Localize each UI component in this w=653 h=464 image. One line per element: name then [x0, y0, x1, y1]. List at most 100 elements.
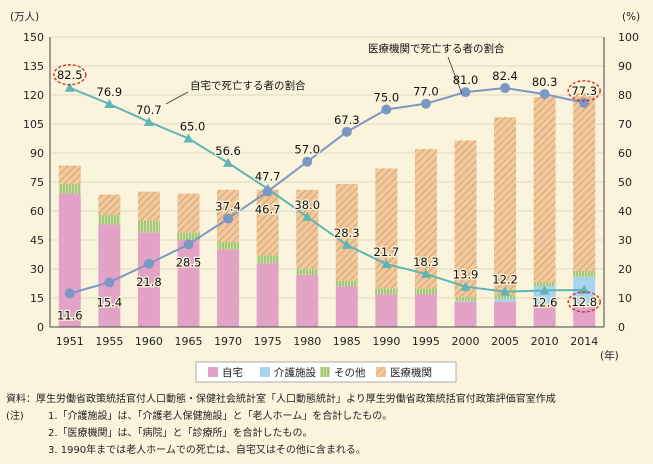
note-1: (注) 1.「介護施設」は、「介護老人保健施設」と「老人ホーム」を合計したもの。 — [6, 410, 392, 423]
home-ratio-label: 56.6 — [215, 144, 241, 158]
home-ratio-marker — [460, 281, 471, 291]
left-tick-label: 105 — [23, 118, 44, 131]
left-tick-label: 135 — [23, 60, 44, 73]
bar-segment-other — [454, 297, 477, 301]
left-tick-label: 45 — [30, 234, 44, 247]
bar-segment-home — [98, 224, 121, 327]
hospital-ratio-marker — [183, 239, 194, 250]
home-ratio-marker — [104, 98, 115, 108]
left-tick-label: 120 — [23, 89, 44, 102]
source-note: 資料：厚生労働省政策統括官付人口動態・保健社会統計室「人口動態統計」より厚生労働… — [6, 393, 556, 406]
hospital-ratio-label: 82.4 — [492, 69, 518, 83]
bar-segment-other — [256, 255, 279, 264]
bar-segment-home — [414, 294, 437, 327]
bar-segment-care — [454, 300, 477, 302]
bar-segment-home — [533, 303, 556, 327]
left-tick-label: 150 — [23, 31, 44, 44]
x-tick-label: 1951 — [56, 335, 84, 348]
bar-segment-medical — [137, 191, 160, 221]
home-ratio-label: 28.3 — [334, 226, 360, 240]
home-ratio-label: 76.9 — [97, 85, 123, 99]
home-ratio-callout — [165, 91, 189, 105]
x-tick-label: 1960 — [135, 335, 163, 348]
bar-segment-home — [177, 240, 200, 327]
x-tick-label: 2005 — [491, 335, 519, 348]
hospital-ratio-marker — [539, 89, 550, 100]
right-tick-label: 0 — [618, 321, 625, 334]
home-ratio-marker — [143, 116, 154, 126]
hospital-ratio-label: 75.0 — [374, 91, 400, 105]
bar-segment-other — [58, 183, 81, 194]
hospital-ratio-label: 21.8 — [136, 275, 162, 289]
bar-segment-medical — [414, 149, 437, 289]
left-tick-label: 30 — [30, 263, 44, 276]
home-ratio-label: 47.7 — [255, 170, 281, 184]
bar-segment-care — [494, 298, 517, 302]
home-ratio-marker — [539, 285, 550, 295]
x-tick-label: 1970 — [214, 335, 242, 348]
hospital-ratio-marker — [223, 213, 234, 224]
bar-segment-medical — [454, 140, 477, 298]
bar-segment-home — [494, 301, 517, 327]
legend-swatch — [320, 367, 330, 377]
axes: 0 15 30 45 60 75 90 105 120 135 150 0 10 20 30 40 50 60 70… — [10, 11, 640, 362]
source-text: 厚生労働省政策統括官付人口動態・保健社会統計室「人口動態統計」より厚生労働省政策… — [36, 394, 556, 405]
x-tick-label: 1995 — [412, 335, 440, 348]
right-tick-label: 100 — [618, 31, 639, 44]
home-ratio-marker — [381, 259, 392, 269]
left-tick-label: 15 — [30, 292, 44, 305]
hospital-ratio-marker — [500, 83, 511, 94]
bar-segment-other — [494, 295, 517, 299]
hospital-ratio-callout — [447, 56, 463, 95]
bar-segment-home — [573, 303, 596, 327]
hospital-ratio-series-label: 医療機関で死亡する者の割合 — [368, 42, 505, 55]
bar-segment-home — [256, 263, 279, 327]
bar-segment-home — [137, 232, 160, 327]
home-ratio-label: 82.5 — [57, 68, 83, 82]
bar-segment-medical — [494, 117, 517, 296]
stacked-bars — [58, 93, 596, 327]
home-ratio-marker — [302, 211, 313, 221]
hospital-ratio-marker — [302, 156, 313, 167]
bar-segment-home — [375, 294, 398, 327]
hospital-ratio-marker — [341, 126, 352, 137]
bar-segment-other — [375, 288, 398, 295]
right-tick-label: 70 — [618, 118, 632, 131]
right-axis-unit: (%) — [622, 11, 640, 23]
home-ratio-label: 12.2 — [492, 273, 518, 287]
right-tick-label: 60 — [618, 147, 632, 160]
hospital-ratio-label: 77.3 — [571, 84, 597, 98]
left-tick-label: 75 — [30, 176, 44, 189]
bar-segment-home — [454, 301, 477, 327]
home-ratio-marker — [183, 133, 194, 143]
bar-segment-medical — [573, 93, 596, 271]
bar-segment-medical — [375, 168, 398, 289]
hospital-ratio-label: 11.6 — [57, 308, 83, 322]
hospital-ratio-label: 81.0 — [453, 73, 479, 87]
bar-segment-other — [296, 269, 319, 275]
hospital-ratio-marker — [143, 258, 154, 269]
home-ratio-marker — [341, 239, 352, 249]
home-ratio-label: 12.6 — [532, 295, 558, 309]
x-tick-label: 2000 — [452, 335, 480, 348]
bar-segment-medical — [296, 189, 319, 269]
home-ratio-label: 13.9 — [453, 268, 479, 282]
x-tick-label: 1980 — [293, 335, 321, 348]
hospital-ratio-label: 28.5 — [176, 255, 202, 269]
home-ratio-label: 65.0 — [180, 120, 206, 134]
x-tick-label: 1955 — [95, 335, 123, 348]
right-tick-label: 80 — [618, 89, 632, 102]
line-series — [64, 82, 590, 299]
bar-segment-other — [533, 282, 556, 287]
note-2: 2.「医療機関」は、「病院」と「診療所」を合計したもの。 — [6, 427, 313, 440]
bar-segment-other — [137, 220, 160, 233]
legend-label: 自宅 — [222, 366, 243, 379]
home-ratio-label: 70.7 — [136, 103, 162, 117]
source-label: 資料： — [6, 394, 36, 405]
right-tick-label: 20 — [618, 263, 632, 276]
home-ratio-marker — [420, 268, 431, 278]
left-tick-label: 90 — [30, 147, 44, 160]
right-tick-label: 50 — [618, 176, 632, 189]
x-tick-label: 1985 — [333, 335, 361, 348]
hospital-ratio-marker — [579, 97, 590, 108]
